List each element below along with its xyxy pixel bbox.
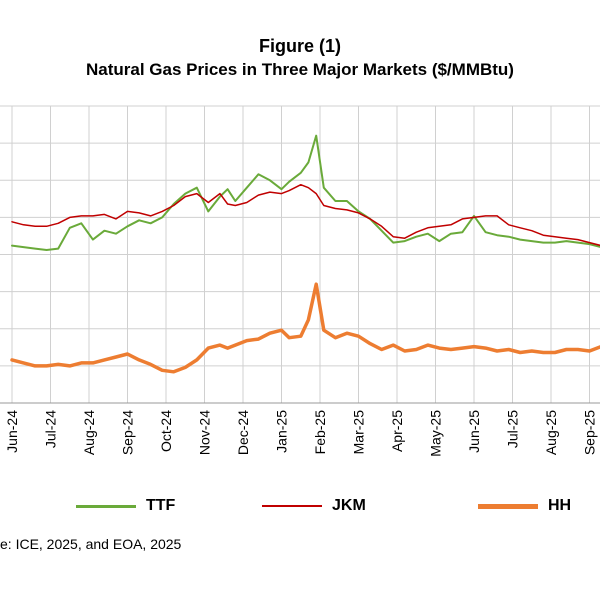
x-tick-label: Mar-25 — [351, 410, 367, 455]
x-tick-label: Jun-25 — [466, 410, 482, 453]
legend-swatch-ttf — [76, 504, 136, 508]
legend-label-ttf: TTF — [146, 497, 176, 514]
legend-item-ttf: TTF — [76, 494, 175, 518]
x-tick-label: Aug-24 — [81, 410, 97, 455]
chart-subtitle: Natural Gas Prices in Three Major Market… — [86, 60, 514, 79]
title-block: Figure (1) Natural Gas Prices in Three M… — [0, 34, 600, 82]
x-tick-label: Dec-24 — [235, 410, 251, 455]
x-tick-label: Feb-25 — [312, 410, 328, 455]
legend-label-jkm: JKM — [332, 497, 366, 514]
x-tick-label: Jul-25 — [505, 410, 521, 448]
legend-item-hh: HH — [478, 494, 571, 518]
x-tick-label: Jul-24 — [43, 410, 59, 448]
x-tick-label: May-25 — [428, 410, 444, 457]
x-tick-label: Apr-25 — [389, 410, 405, 452]
x-tick-label: Sep-24 — [120, 410, 136, 455]
legend-item-jkm: JKM — [262, 494, 366, 518]
chart-legend: TTF JKM HH — [0, 494, 600, 518]
x-tick-label: Oct-24 — [158, 410, 174, 452]
legend-label-hh: HH — [548, 497, 572, 514]
legend-swatch-hh — [478, 503, 538, 509]
x-tick-label: Jun-24 — [4, 410, 20, 453]
x-tick-label: Sep-25 — [582, 410, 598, 455]
series-line-ttf — [11, 134, 600, 251]
legend-swatch-jkm — [262, 505, 322, 507]
x-tick-label: Aug-25 — [543, 410, 559, 455]
series-line-hh — [10, 282, 600, 374]
x-tick-label: Nov-24 — [197, 410, 213, 455]
source-note: e: ICE, 2025, and EOA, 2025 — [0, 536, 182, 552]
chart-title: Figure (1) — [258, 36, 341, 56]
x-tick-label: Jan-25 — [274, 410, 290, 453]
series-line-jkm — [11, 183, 600, 247]
